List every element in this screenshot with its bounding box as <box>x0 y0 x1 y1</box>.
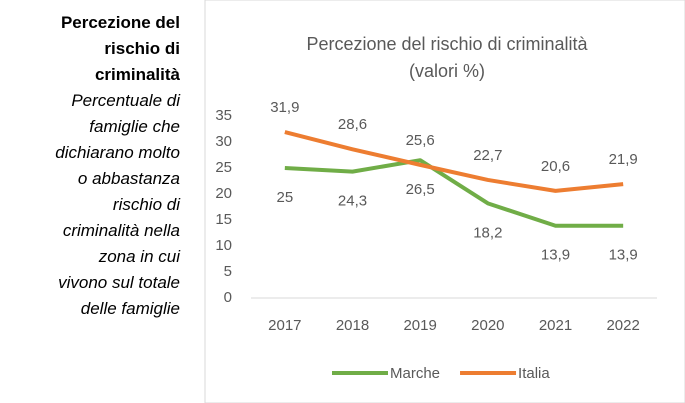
x-tick-label: 2018 <box>336 317 369 334</box>
x-tick-label: 2021 <box>539 317 572 334</box>
sidebar-description-line: vivono sul totale <box>58 273 180 292</box>
y-tick-label: 10 <box>215 237 232 254</box>
x-tick-label: 2022 <box>606 317 639 334</box>
data-label: 25 <box>276 189 293 206</box>
data-label: 22,7 <box>473 147 502 164</box>
series-line <box>284 158 624 228</box>
sidebar-description-line: Percentuale di <box>71 91 180 110</box>
y-tick-label: 35 <box>215 107 232 124</box>
x-tick-label: 2019 <box>403 317 436 334</box>
data-label: 24,3 <box>338 193 367 210</box>
y-tick-label: 30 <box>215 133 232 150</box>
y-tick-label: 25 <box>215 159 232 176</box>
chart-subtitle: (valori %) <box>409 61 485 81</box>
sidebar-description-line: criminalità nella <box>62 221 180 240</box>
data-label: 25,6 <box>406 132 435 149</box>
x-tick-label: 2017 <box>268 317 301 334</box>
data-label: 31,9 <box>270 99 299 116</box>
data-label: 26,5 <box>406 181 435 198</box>
data-label: 20,6 <box>541 158 570 175</box>
sidebar-description-line: dichiarano molto <box>55 143 180 162</box>
legend-label: Italia <box>518 365 550 382</box>
sidebar-title-line: Percezione del <box>60 13 180 32</box>
y-tick-label: 5 <box>224 263 232 280</box>
sidebar-description-line: famiglie che <box>89 117 180 136</box>
sidebar: Percezione del rischio di criminalità Perce… <box>0 10 180 322</box>
sidebar-title-line: criminalità <box>94 65 180 84</box>
sidebar-description-line: o abbastanza <box>77 169 180 188</box>
y-tick-label: 15 <box>215 211 232 228</box>
data-label: 13,9 <box>609 247 638 264</box>
chart-title: Percezione del rischio di criminalità <box>306 34 588 54</box>
chart-border <box>204 0 685 403</box>
sidebar-description-line: rischio di <box>112 195 180 214</box>
data-label: 21,9 <box>609 151 638 168</box>
series-line <box>284 130 624 193</box>
y-tick-label: 0 <box>224 289 232 306</box>
x-tick-label: 2020 <box>471 317 504 334</box>
data-label: 28,6 <box>338 116 367 133</box>
legend-label: Marche <box>390 365 440 382</box>
y-tick-label: 20 <box>215 185 232 202</box>
sidebar-title-line: rischio di <box>104 39 180 58</box>
data-label: 18,2 <box>473 224 502 241</box>
sidebar-description-line: zona in cui <box>98 247 180 266</box>
sidebar-description-line: delle famiglie <box>80 299 180 318</box>
data-label: 13,9 <box>541 247 570 264</box>
